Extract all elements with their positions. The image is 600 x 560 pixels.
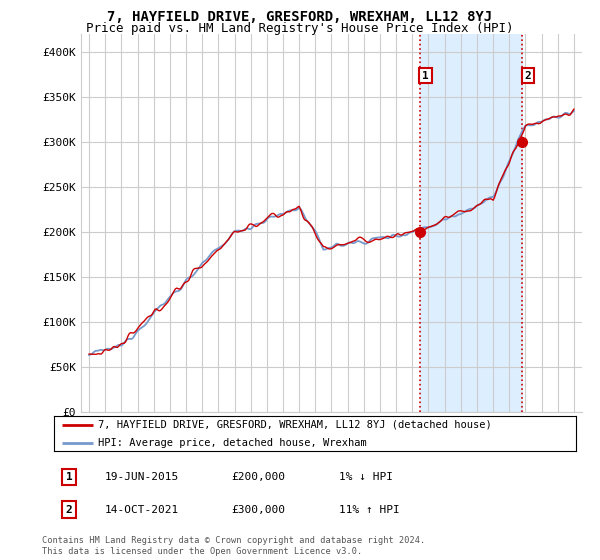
Text: Price paid vs. HM Land Registry's House Price Index (HPI): Price paid vs. HM Land Registry's House …	[86, 22, 514, 35]
Text: 2: 2	[65, 505, 73, 515]
Text: £300,000: £300,000	[231, 505, 285, 515]
Text: Contains HM Land Registry data © Crown copyright and database right 2024.
This d: Contains HM Land Registry data © Crown c…	[42, 536, 425, 556]
Text: 19-JUN-2015: 19-JUN-2015	[105, 472, 179, 482]
Text: 2: 2	[524, 71, 531, 81]
Text: £200,000: £200,000	[231, 472, 285, 482]
Text: 1: 1	[422, 71, 429, 81]
Text: HPI: Average price, detached house, Wrexham: HPI: Average price, detached house, Wrex…	[98, 438, 367, 448]
Text: 1: 1	[65, 472, 73, 482]
Text: 7, HAYFIELD DRIVE, GRESFORD, WREXHAM, LL12 8YJ (detached house): 7, HAYFIELD DRIVE, GRESFORD, WREXHAM, LL…	[98, 420, 492, 430]
Text: 11% ↑ HPI: 11% ↑ HPI	[339, 505, 400, 515]
Text: 14-OCT-2021: 14-OCT-2021	[105, 505, 179, 515]
Bar	[420, 34, 522, 412]
Text: 7, HAYFIELD DRIVE, GRESFORD, WREXHAM, LL12 8YJ: 7, HAYFIELD DRIVE, GRESFORD, WREXHAM, LL…	[107, 10, 493, 24]
Text: 1% ↓ HPI: 1% ↓ HPI	[339, 472, 393, 482]
